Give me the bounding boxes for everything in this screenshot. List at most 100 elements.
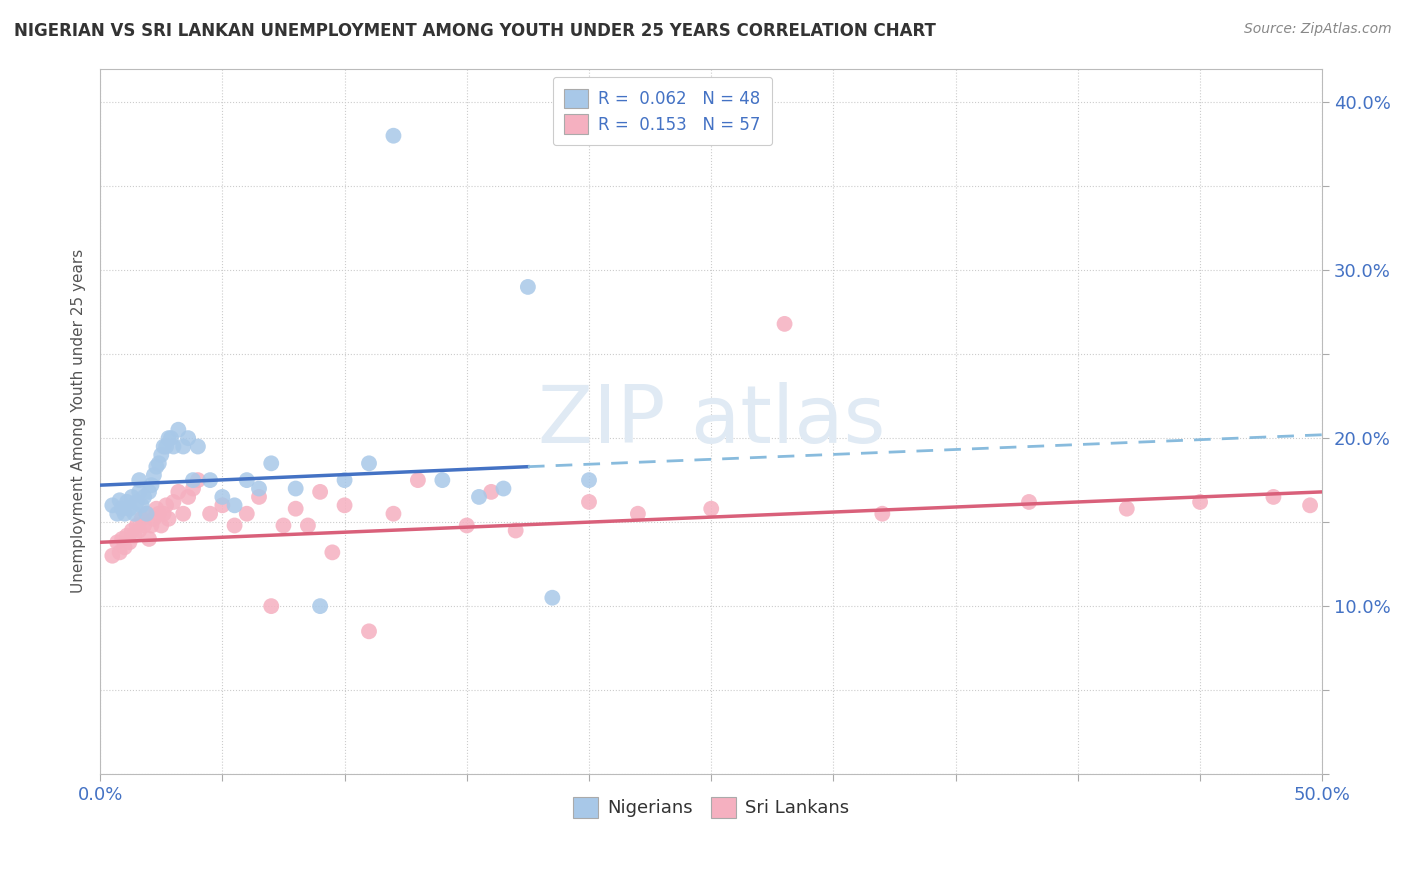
Point [160, 431, 183, 445]
Point [124, 528, 146, 542]
Point [105, 507, 128, 521]
Point [177, 431, 200, 445]
Point [284, 501, 307, 516]
Point [114, 507, 136, 521]
Point [432, 473, 454, 487]
Point [111, 501, 134, 516]
Point [260, 599, 283, 614]
Point [118, 501, 141, 516]
Point [145, 501, 167, 516]
Point [124, 507, 146, 521]
Text: NIGERIAN VS SRI LANKAN UNEMPLOYMENT AMONG YOUTH UNDER 25 YEARS CORRELATION CHART: NIGERIAN VS SRI LANKAN UNEMPLOYMENT AMON… [14, 22, 936, 40]
Point [150, 518, 173, 533]
Point [1115, 501, 1137, 516]
Point [211, 490, 233, 504]
Point [155, 499, 177, 513]
Point [357, 456, 380, 470]
Point [134, 518, 156, 533]
Point [155, 440, 177, 454]
Point [145, 459, 167, 474]
Point [247, 490, 270, 504]
Point [108, 493, 131, 508]
Point [121, 524, 143, 538]
Point [236, 507, 259, 521]
Point [492, 482, 515, 496]
Point [382, 507, 405, 521]
Legend: Nigerians, Sri Lankans: Nigerians, Sri Lankans [565, 789, 856, 825]
Point [167, 484, 190, 499]
Point [118, 535, 141, 549]
Point [181, 482, 204, 496]
Point [1263, 490, 1285, 504]
Point [138, 484, 160, 499]
Point [1189, 495, 1212, 509]
Point [211, 499, 233, 513]
Point [131, 512, 153, 526]
Point [187, 440, 209, 454]
Point [135, 507, 157, 521]
Point [167, 423, 190, 437]
Text: Source: ZipAtlas.com: Source: ZipAtlas.com [1244, 22, 1392, 37]
Point [128, 524, 150, 538]
Point [333, 499, 356, 513]
Point [187, 473, 209, 487]
Point [700, 501, 723, 516]
Point [773, 317, 796, 331]
Point [382, 128, 405, 143]
Point [114, 541, 136, 555]
Point [101, 499, 124, 513]
Point [121, 490, 143, 504]
Point [152, 440, 174, 454]
Point [406, 473, 429, 487]
Point [148, 456, 170, 470]
Point [134, 490, 156, 504]
Point [1018, 495, 1040, 509]
Point [125, 518, 148, 533]
Point [284, 482, 307, 496]
Point [141, 518, 163, 533]
Point [177, 490, 200, 504]
Point [150, 448, 173, 462]
Point [224, 518, 246, 533]
Point [172, 507, 194, 521]
Point [142, 512, 165, 526]
Point [236, 473, 259, 487]
Point [162, 495, 184, 509]
Point [309, 599, 332, 614]
Point [321, 545, 343, 559]
Point [357, 624, 380, 639]
Point [138, 532, 160, 546]
Point [627, 507, 650, 521]
Point [541, 591, 564, 605]
Point [1299, 499, 1322, 513]
Point [101, 549, 124, 563]
Point [872, 507, 894, 521]
Point [105, 535, 128, 549]
Point [198, 507, 221, 521]
Point [115, 528, 138, 542]
Point [157, 431, 180, 445]
Point [456, 518, 478, 533]
Point [115, 495, 138, 509]
Point [247, 482, 270, 496]
Point [578, 495, 600, 509]
Point [148, 507, 170, 521]
Point [108, 545, 131, 559]
Point [128, 484, 150, 499]
Point [125, 495, 148, 509]
Point [152, 507, 174, 521]
Point [468, 490, 491, 504]
Point [198, 473, 221, 487]
Point [505, 524, 527, 538]
Point [135, 507, 157, 521]
Point [260, 456, 283, 470]
Point [297, 518, 319, 533]
Point [516, 280, 538, 294]
Text: ZIP atlas: ZIP atlas [537, 383, 884, 460]
Point [224, 499, 246, 513]
Point [141, 478, 163, 492]
Point [131, 499, 153, 513]
Point [273, 518, 295, 533]
Point [333, 473, 356, 487]
Point [157, 512, 180, 526]
